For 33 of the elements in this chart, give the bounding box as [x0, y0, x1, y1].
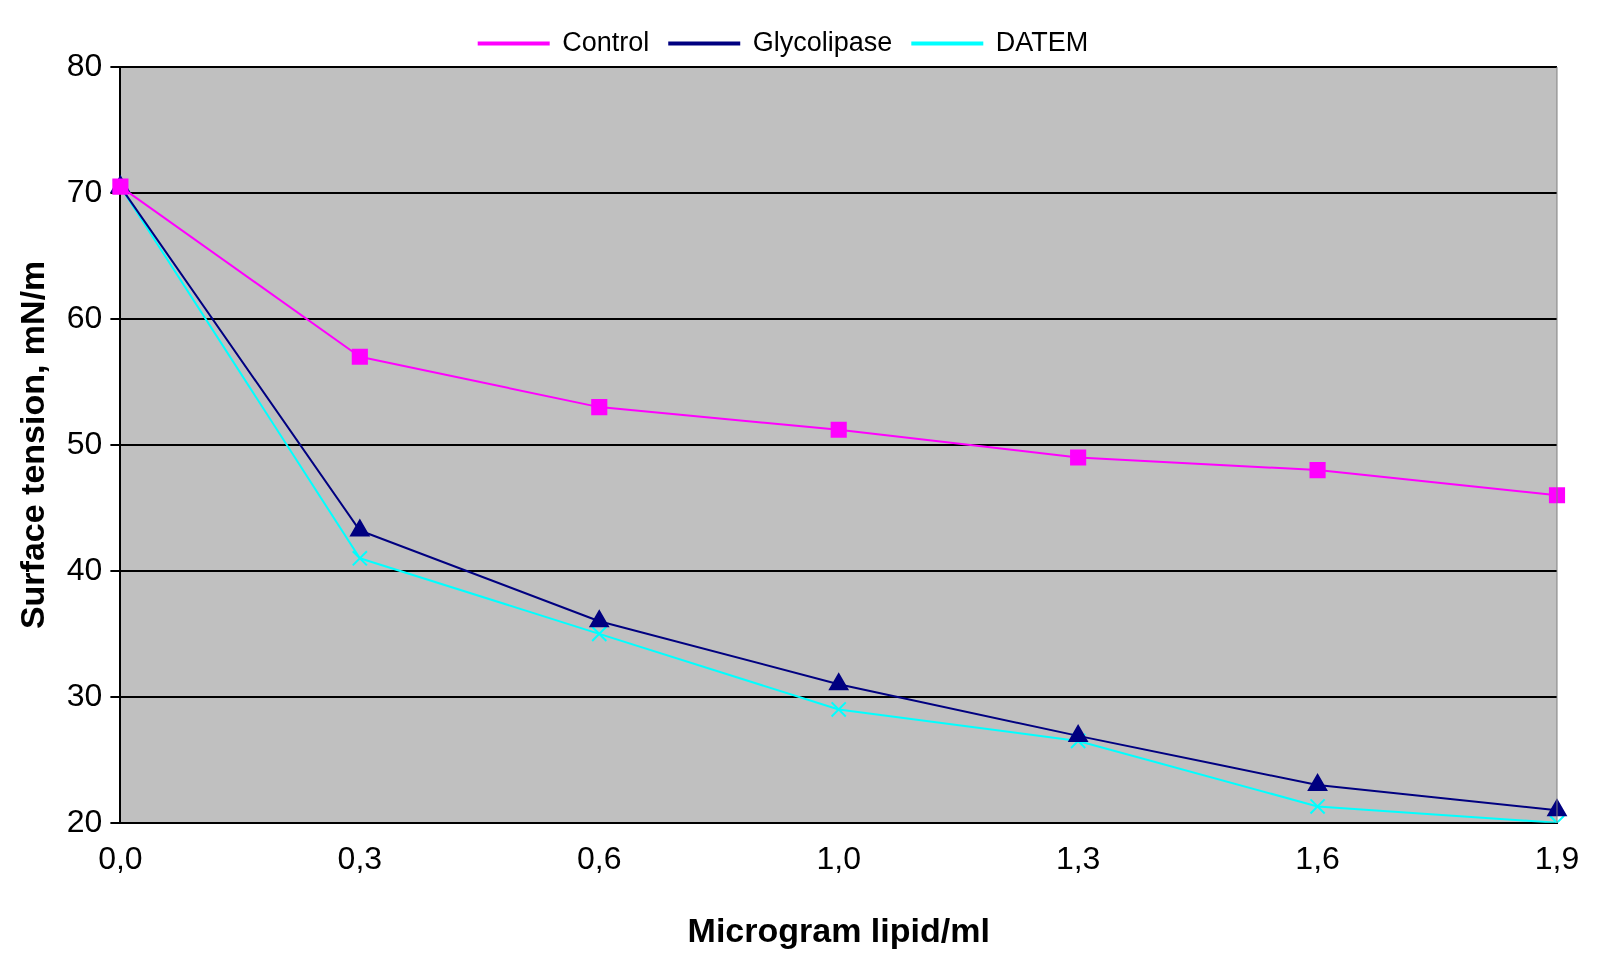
y-axis-title: Surface tension, mN/m	[12, 260, 51, 630]
y-tick-label: 60	[66, 298, 103, 335]
point	[591, 625, 608, 642]
point	[591, 399, 608, 416]
point	[1307, 774, 1328, 792]
point	[1068, 724, 1088, 742]
point	[1309, 462, 1326, 479]
legend-label: Control	[562, 26, 650, 57]
x-tick-label: 0,3	[337, 839, 383, 876]
point	[351, 550, 368, 567]
point	[1309, 798, 1326, 815]
point	[350, 519, 370, 537]
point	[829, 673, 849, 691]
legend-label: Glycolipase	[752, 26, 893, 57]
legend-label: DATEM	[995, 26, 1089, 57]
point	[589, 610, 609, 628]
y-tick-label: 40	[66, 550, 103, 587]
y-tick-label: 20	[66, 802, 103, 839]
y-tick-label: 70	[66, 172, 103, 209]
x-tick-label: 1,9	[1534, 839, 1580, 876]
x-tick-label: 1,3	[1055, 839, 1101, 876]
x-tick-label: 1,0	[816, 839, 861, 876]
y-tick-label: 80	[66, 46, 103, 83]
x-tick-label: 1,6	[1295, 839, 1340, 876]
x-tick-label: 0,6	[577, 839, 622, 876]
point	[830, 421, 847, 438]
x-axis-title: Microgram lipid/ml	[687, 910, 990, 949]
x-tick-label: 0,0	[98, 839, 143, 876]
y-tick-label: 50	[66, 424, 103, 461]
point	[351, 348, 368, 365]
point	[830, 701, 847, 718]
y-tick-label: 30	[66, 676, 103, 713]
point	[1070, 449, 1087, 466]
